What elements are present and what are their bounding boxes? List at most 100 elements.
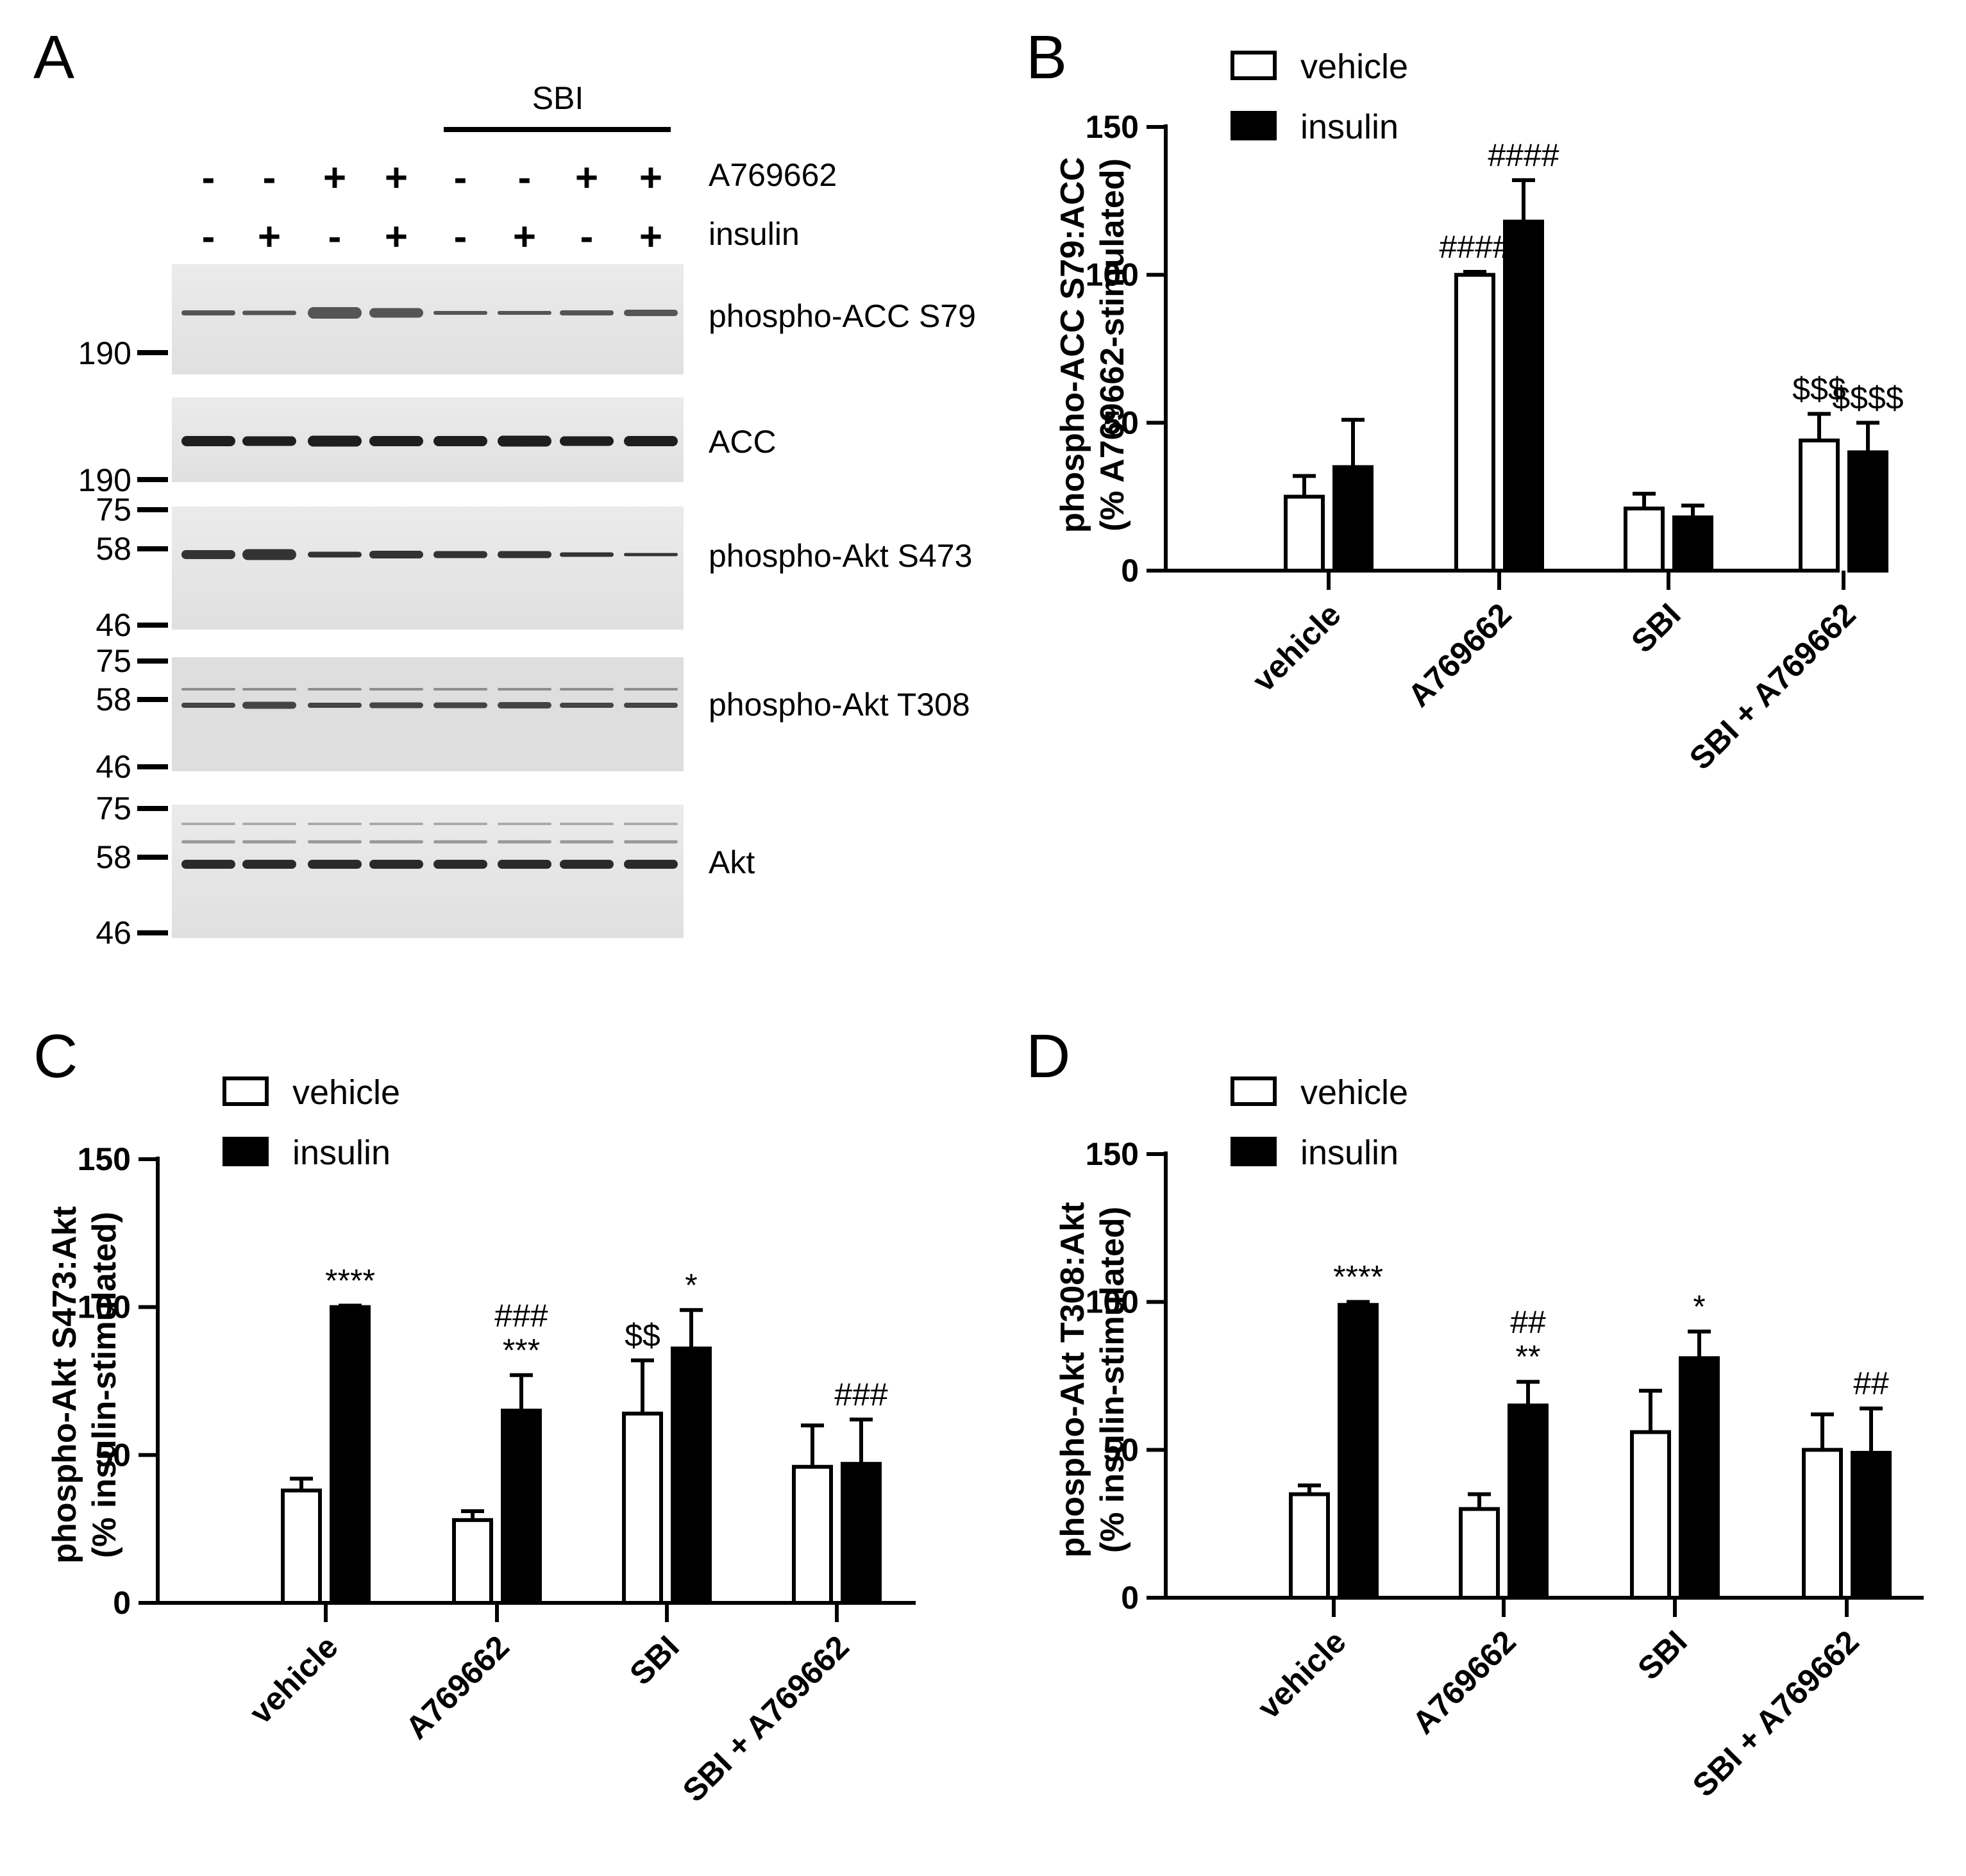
band-label-akt: Akt — [709, 844, 755, 880]
row-label-a769662: A769662 — [709, 157, 837, 193]
svg-text:75: 75 — [96, 643, 131, 679]
blot-band — [242, 688, 296, 691]
blot-band — [498, 702, 551, 708]
y-tick-label: 0 — [1121, 1580, 1139, 1616]
significance-annotation: * — [685, 1267, 697, 1303]
svg-text:75: 75 — [96, 791, 131, 826]
bar-vehicle — [1289, 1492, 1330, 1600]
y-tick-label: 100 — [78, 1289, 131, 1325]
mw-marker: 75 — [96, 791, 168, 826]
blot-band — [181, 703, 235, 708]
blot-band — [560, 840, 614, 844]
blot-band — [560, 688, 614, 691]
x-category-label: vehicle — [1245, 596, 1347, 698]
blot-band — [181, 550, 235, 559]
bar-insulin — [1847, 450, 1888, 573]
blot-band — [498, 840, 551, 844]
mw-marker: 75 — [96, 492, 168, 528]
legend-swatch-vehicle — [1231, 1076, 1277, 1106]
significance-annotation: **** — [1333, 1259, 1383, 1295]
x-category-label: SBI + A769662 — [1686, 1623, 1866, 1804]
blot-band — [624, 436, 678, 446]
svg-text:58: 58 — [96, 839, 131, 875]
significance-annotation: #### — [1488, 137, 1559, 173]
panel-letter-a: A — [33, 23, 74, 92]
bar-insulin — [1851, 1450, 1892, 1600]
blot-band — [369, 702, 423, 708]
blot-band — [369, 436, 423, 446]
svg-text:58: 58 — [96, 682, 131, 717]
y-axis-label: phospho-ACC S79:ACC — [1054, 157, 1091, 533]
blot-band — [242, 840, 296, 844]
bar-vehicle — [281, 1488, 322, 1605]
bar-insulin — [1679, 1356, 1720, 1600]
mw-marker: 58 — [96, 531, 168, 567]
legend-label: vehicle — [292, 1073, 400, 1112]
bar-insulin — [501, 1409, 542, 1605]
mw-marker: 190 — [78, 335, 168, 371]
blot-strip-phospho-akt-s473 — [172, 507, 684, 630]
bar-vehicle — [452, 1518, 493, 1605]
blot-band — [242, 823, 296, 825]
legend-label: insulin — [292, 1134, 391, 1172]
x-category-label: SBI + A769662 — [1683, 596, 1863, 776]
blot-strip-akt — [172, 805, 684, 938]
y-tick-label: 150 — [78, 1141, 131, 1177]
bar-chart-phospho-acc: phospho-ACC S79:ACC (% A769662-stimulate… — [1054, 47, 1904, 776]
blot-band — [560, 310, 614, 315]
blot-band — [369, 840, 423, 844]
bar-vehicle — [1630, 1430, 1671, 1600]
blot-band — [181, 688, 235, 691]
panel-letter-b: B — [1026, 23, 1067, 92]
mw-marker: 190 — [78, 462, 168, 498]
blot-band — [433, 860, 487, 869]
band-label-phospho-akt-s473: phospho-Akt S473 — [709, 538, 972, 574]
blot-band — [560, 436, 614, 446]
legend-label: insulin — [1300, 1134, 1399, 1172]
legend-label: insulin — [1300, 108, 1399, 146]
blot-band — [560, 860, 614, 869]
y-tick-label: 100 — [1086, 257, 1139, 293]
svg-text:58: 58 — [96, 531, 131, 567]
y-tick-label: 50 — [1103, 405, 1139, 440]
blot-band — [308, 823, 362, 825]
treatment-sign: + — [385, 215, 408, 259]
blot-band — [560, 703, 614, 708]
y-tick-label: 0 — [113, 1585, 131, 1621]
blot-band — [624, 860, 678, 869]
blot-band — [308, 840, 362, 844]
x-category-label: A769662 — [1406, 1623, 1523, 1741]
blot-band — [181, 823, 235, 825]
svg-text:75: 75 — [96, 492, 131, 528]
blot-band — [624, 703, 678, 708]
row-label-insulin: insulin — [709, 216, 800, 252]
significance-annotation: ### — [834, 1377, 888, 1412]
treatment-sign: - — [454, 215, 467, 259]
legend-swatch-insulin — [223, 1137, 269, 1166]
blot-band — [308, 435, 362, 447]
significance-annotation: ## — [1510, 1304, 1546, 1340]
bar-insulin — [841, 1462, 882, 1605]
x-category-label: SBI — [1624, 596, 1688, 660]
blot-band — [498, 688, 551, 691]
blot-band — [369, 860, 423, 869]
mw-marker: 58 — [96, 839, 168, 875]
panel-letter-c: C — [33, 1022, 78, 1091]
x-category-label: vehicle — [242, 1629, 344, 1730]
bar-vehicle — [1454, 272, 1495, 573]
blot-band — [433, 436, 487, 446]
blot-band — [308, 860, 362, 869]
bar-vehicle — [1459, 1507, 1500, 1600]
legend-swatch-vehicle — [223, 1076, 269, 1106]
y-tick-label: 150 — [1086, 1136, 1139, 1172]
mw-marker: 58 — [96, 682, 168, 717]
blot-band — [369, 308, 423, 318]
legend-swatch-insulin — [1231, 111, 1277, 140]
bar-insulin — [1338, 1303, 1379, 1600]
y-axis-label-secondary: (% A769662-stimulated) — [1094, 158, 1131, 532]
bar-insulin — [671, 1346, 712, 1605]
blot-band — [308, 688, 362, 691]
